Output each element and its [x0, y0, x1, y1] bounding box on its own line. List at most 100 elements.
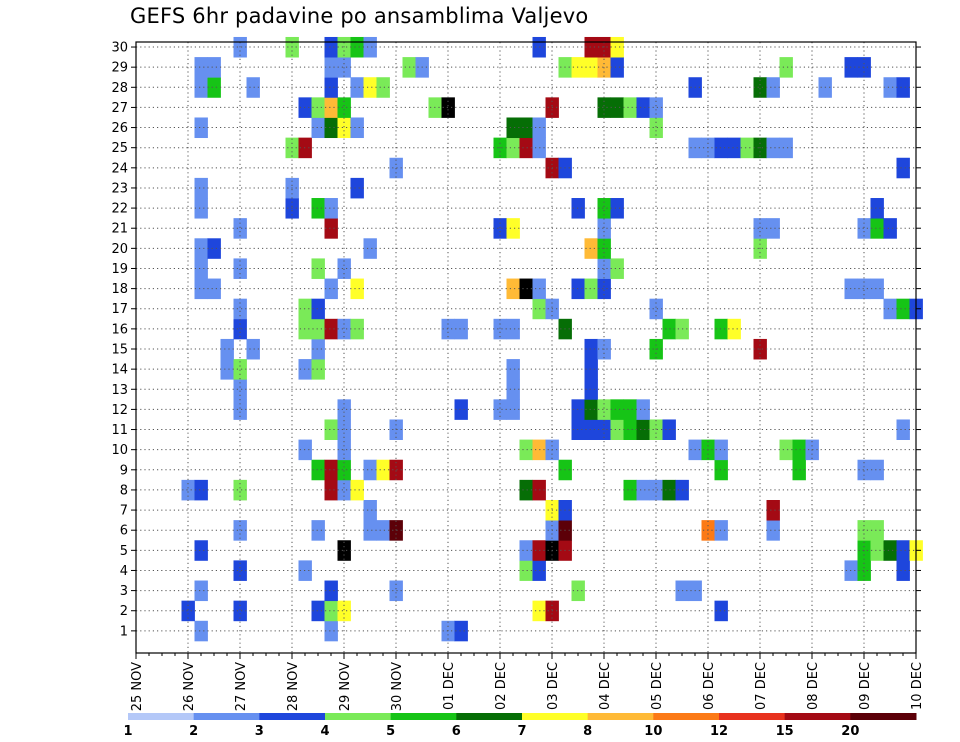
y-tick-label: 6 — [120, 524, 128, 539]
y-tick-label: 29 — [111, 61, 128, 76]
x-tick-label: 30 NOV — [390, 662, 405, 711]
heatmap-cell — [649, 298, 663, 320]
x-tick-label: 29 NOV — [338, 662, 353, 711]
heatmap-cell — [324, 36, 338, 58]
heatmap-cell — [233, 258, 247, 279]
heatmap-cell — [506, 318, 520, 340]
y-tick-label: 14 — [111, 363, 128, 378]
heatmap-cell — [350, 117, 364, 139]
heatmap-cell — [363, 520, 377, 541]
y-tick-label: 10 — [111, 443, 128, 458]
heatmap-cell — [324, 278, 338, 300]
heatmap-cell — [636, 419, 650, 440]
heatmap-cell — [194, 57, 208, 78]
heatmap-cell — [610, 36, 624, 58]
heatmap-cell — [506, 359, 520, 380]
heatmap-cell — [493, 218, 507, 239]
heatmap-cell — [337, 117, 351, 139]
heatmap-cell — [584, 57, 598, 78]
heatmap-cell — [376, 77, 390, 98]
heatmap-cell — [610, 258, 624, 279]
x-tick-label: 09 DEC — [858, 662, 873, 710]
heatmap-cell — [766, 218, 780, 239]
heatmap-cell — [519, 439, 533, 461]
heatmap-cell — [324, 620, 338, 642]
heatmap-cell — [324, 117, 338, 139]
heatmap-cell — [870, 278, 884, 300]
legend-label: 10 — [644, 724, 662, 739]
y-tick-label: 17 — [111, 302, 128, 317]
heatmap-cell — [623, 97, 637, 118]
heatmap-cell — [311, 298, 325, 320]
heatmap-cell — [324, 318, 338, 340]
heatmap-cell — [324, 600, 338, 622]
heatmap-cell — [246, 77, 260, 98]
heatmap-cell — [194, 77, 208, 98]
heatmap-cell — [857, 459, 871, 481]
heatmap-cell — [792, 459, 806, 481]
heatmap-cell — [350, 278, 364, 300]
heatmap-cell — [363, 77, 377, 98]
heatmap-cell — [207, 238, 221, 259]
heatmap-cell — [584, 278, 598, 300]
heatmap-cell — [597, 258, 611, 279]
heatmap-cell — [623, 419, 637, 440]
heatmap-cell — [883, 218, 897, 239]
heatmap-cell — [363, 459, 377, 481]
chart-title: GEFS 6hr padavine po ansamblima Valjevo — [130, 4, 589, 28]
heatmap-cell — [311, 258, 325, 279]
heatmap-cell — [597, 218, 611, 239]
heatmap-cell — [194, 278, 208, 300]
heatmap-cell — [337, 318, 351, 340]
heatmap-cell — [363, 238, 377, 259]
heatmap-cell — [194, 620, 208, 642]
heatmap-cell — [870, 198, 884, 219]
x-tick-label: 08 DEC — [806, 662, 821, 710]
y-tick-label: 5 — [120, 544, 128, 559]
legend-label: 8 — [583, 724, 592, 739]
heatmap-cell — [389, 580, 403, 602]
x-tick-label: 01 DEC — [442, 662, 457, 710]
heatmap-cell — [649, 117, 663, 139]
legend-swatch — [456, 713, 523, 720]
heatmap-cell — [194, 177, 208, 199]
heatmap-cell — [506, 218, 520, 239]
heatmap-cell — [181, 479, 195, 501]
y-tick-label: 8 — [120, 483, 128, 498]
heatmap-cell — [896, 560, 910, 581]
heatmap-cell — [727, 318, 741, 340]
heatmap-cell — [207, 77, 221, 98]
legend-label: 3 — [255, 724, 264, 739]
legend-swatch — [193, 713, 260, 720]
heatmap-cell — [597, 97, 611, 118]
heatmap-cell — [584, 379, 598, 400]
y-tick-label: 30 — [111, 41, 128, 56]
heatmap-cell — [766, 77, 780, 98]
y-tick-label: 22 — [111, 202, 128, 217]
heatmap-cell — [337, 600, 351, 622]
heatmap-cell — [896, 77, 910, 98]
legend-label: 2 — [189, 724, 198, 739]
heatmap-cell — [311, 318, 325, 340]
heatmap-cell — [194, 117, 208, 139]
heatmap-cell — [636, 97, 650, 118]
heatmap-cell — [714, 459, 728, 481]
heatmap-cell — [714, 318, 728, 340]
heatmap-cell — [324, 459, 338, 481]
heatmap-cell — [324, 479, 338, 501]
heatmap-cell — [324, 97, 338, 118]
y-tick-label: 15 — [111, 343, 128, 358]
heatmap-cell — [883, 540, 897, 561]
x-tick-label: 28 NOV — [286, 662, 301, 711]
heatmap-cell — [376, 459, 390, 481]
legend-swatch — [259, 713, 326, 720]
heatmap-cell — [194, 258, 208, 279]
grid-lines — [136, 42, 916, 653]
y-tick-label: 11 — [111, 423, 128, 438]
heatmap-cell — [233, 218, 247, 239]
legend-swatch — [784, 713, 851, 720]
heatmap-cell — [194, 580, 208, 602]
heatmap-cell — [597, 419, 611, 440]
heatmap-cell — [519, 278, 533, 300]
